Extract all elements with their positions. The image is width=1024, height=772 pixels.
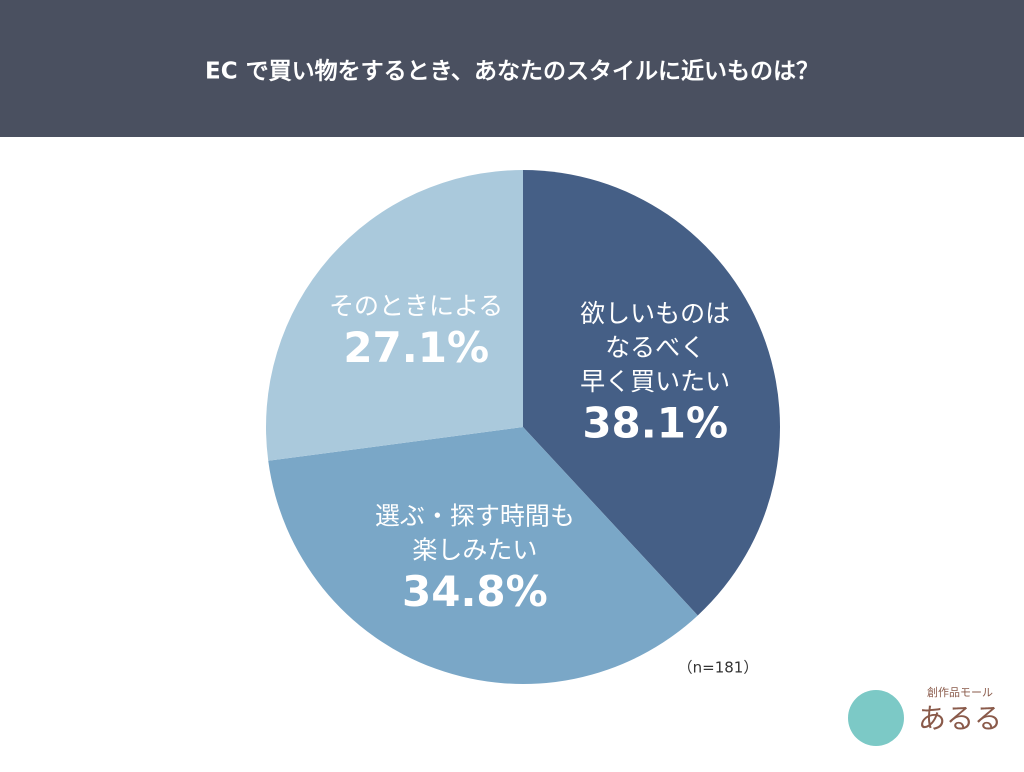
header-bar: [0, 0, 1024, 137]
slice-label: 早く買いたい: [580, 367, 730, 396]
annotation: （n=181）: [678, 659, 759, 677]
slice-label: 欲しいものは: [580, 299, 730, 328]
slices: [266, 170, 781, 684]
logo-name: あるる: [918, 702, 1002, 735]
value-label: 27.1%: [343, 323, 489, 372]
value-label: 34.8%: [402, 567, 548, 616]
slice-label: なるべく: [605, 333, 705, 362]
logo: 創作品モール あるる: [848, 685, 1002, 746]
logo-circle: [848, 690, 904, 746]
chart-title: EC で買い物をするとき、あなたのスタイルに近いものは？: [205, 58, 819, 85]
value-label: 38.1%: [582, 399, 728, 448]
pie-slice: [266, 170, 523, 461]
logo-tagline: 創作品モール: [927, 685, 993, 699]
slice-label: 楽しみたい: [412, 536, 537, 565]
slice-label: 選ぶ・探す時間も: [375, 502, 575, 531]
slice-label: そのときによる: [329, 291, 503, 320]
pie-slice: [268, 427, 698, 684]
pie-slice: [523, 170, 781, 616]
